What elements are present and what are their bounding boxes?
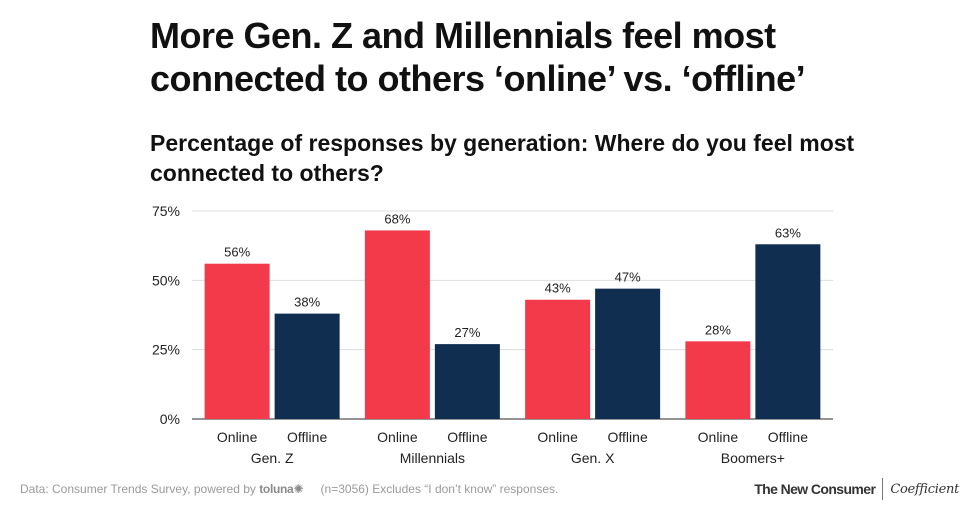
x-series-label: Offline bbox=[608, 429, 648, 445]
x-series-label: Online bbox=[377, 429, 418, 445]
bar-offline bbox=[755, 244, 821, 419]
the-new-consumer-logo: The New Consumer bbox=[754, 481, 876, 497]
data-label: 47% bbox=[615, 270, 641, 285]
footer-source: Data: Consumer Trends Survey, powered by… bbox=[20, 482, 558, 496]
data-label: 28% bbox=[705, 322, 731, 337]
toluna-logo: toluna✺ bbox=[259, 482, 304, 496]
coefficient-logo: Coefficient bbox=[890, 481, 959, 497]
x-category-label: Boomers+ bbox=[721, 450, 785, 466]
footer-source-text: Data: Consumer Trends Survey, powered by bbox=[20, 482, 256, 496]
y-tick-label: 75% bbox=[152, 203, 180, 219]
bar-offline bbox=[274, 313, 340, 419]
bar-offline bbox=[595, 288, 661, 419]
x-series-label: Offline bbox=[447, 429, 487, 445]
x-series-label: Online bbox=[698, 429, 739, 445]
logo-divider bbox=[882, 478, 884, 500]
x-series-label: Offline bbox=[287, 429, 327, 445]
brand-logos: The New Consumer Coefficient bbox=[754, 478, 959, 500]
bar-online bbox=[525, 299, 591, 419]
chart-subtitle: Percentage of responses by generation: W… bbox=[150, 130, 855, 186]
x-category-label: Millennials bbox=[400, 450, 465, 466]
y-tick-label: 25% bbox=[152, 342, 180, 358]
x-series-label: Online bbox=[217, 429, 258, 445]
data-label: 43% bbox=[545, 281, 571, 296]
data-label: 68% bbox=[384, 211, 410, 226]
chart-title: More Gen. Z and Millennials feel most co… bbox=[150, 15, 806, 99]
x-category-label: Gen. Z bbox=[251, 450, 294, 466]
y-tick-label: 50% bbox=[152, 272, 180, 288]
bar-online bbox=[685, 341, 751, 419]
data-label: 63% bbox=[775, 225, 801, 240]
y-tick-label: 0% bbox=[160, 411, 180, 427]
data-label: 56% bbox=[224, 245, 250, 260]
bar-online bbox=[204, 263, 270, 419]
bar-offline bbox=[434, 344, 500, 419]
toluna-mark-icon: ✺ bbox=[293, 482, 304, 496]
x-series-label: Offline bbox=[768, 429, 808, 445]
data-label: 27% bbox=[454, 325, 480, 340]
footer-note: (n=3056) Excludes “I don’t know” respons… bbox=[320, 482, 559, 496]
data-label: 38% bbox=[294, 295, 320, 310]
x-series-label: Online bbox=[537, 429, 578, 445]
x-category-label: Gen. X bbox=[571, 450, 615, 466]
bar-online bbox=[364, 230, 430, 419]
